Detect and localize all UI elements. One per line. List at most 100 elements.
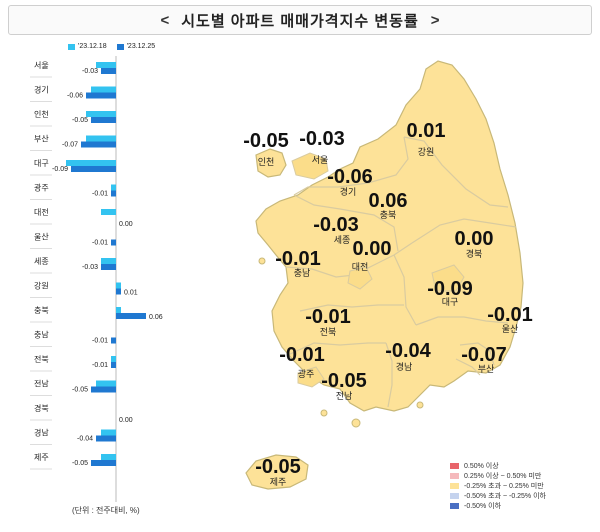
map-legend-label: -0.25% 초과 ~ 0.25% 미만 <box>464 483 544 490</box>
map-legend-swatch <box>450 503 459 509</box>
bar-curr-week <box>101 68 116 74</box>
province-borders <box>285 136 517 408</box>
jeonnam-value: -0.05 <box>321 370 367 392</box>
map-legend-row: 0.25% 이상 ~ 0.50% 미만 <box>450 471 546 481</box>
value-label: -0.06 <box>67 93 83 100</box>
bar-curr-week <box>111 337 116 344</box>
sejong-value: -0.03 <box>313 214 359 236</box>
bar-prev-week <box>101 429 116 436</box>
jeonnam-name: 전남 <box>336 391 353 401</box>
seoul-border <box>291 152 329 180</box>
category-label: 대전 <box>34 207 49 217</box>
gyeonggi-value: -0.06 <box>327 166 373 188</box>
next-arrow-icon[interactable]: > <box>430 11 440 29</box>
bar-curr-week <box>96 435 116 442</box>
category-label: 경남 <box>34 428 49 438</box>
value-label: -0.01 <box>92 191 108 198</box>
jeonbuk-value: -0.01 <box>305 306 351 328</box>
category-label: 경기 <box>34 85 49 95</box>
category-label: 전남 <box>34 379 49 389</box>
category-label: 전북 <box>34 354 49 364</box>
ulsan-value: -0.01 <box>487 304 533 326</box>
map-legend-swatch <box>450 473 459 479</box>
bar-prev-week <box>116 307 121 313</box>
map-legend-row: -0.50% 이하 <box>450 501 546 511</box>
map-legend-label: 0.25% 이상 ~ 0.50% 미만 <box>464 473 542 480</box>
legend-item-prev: '23.12.18 <box>68 43 107 50</box>
map-legend-row: -0.25% 초과 ~ 0.25% 미만 <box>450 481 546 491</box>
legend-swatch-curr <box>116 43 124 50</box>
prev-arrow-icon[interactable]: < <box>160 11 170 29</box>
jeonbuk-name: 전북 <box>320 327 337 337</box>
value-label: -0.05 <box>72 117 88 124</box>
island-1 <box>258 257 266 265</box>
jeju-shape <box>245 454 309 490</box>
category-label: 강원 <box>34 281 49 291</box>
ulsan-name: 울산 <box>502 324 519 334</box>
bar-prev-week <box>111 356 116 362</box>
gangwon-value: 0.01 <box>407 120 446 142</box>
value-label: 0.00 <box>119 417 133 424</box>
chungnam-name: 충남 <box>294 268 311 278</box>
category-label: 경북 <box>34 403 49 413</box>
map-legend: 0.50% 이상 0.25% 이상 ~ 0.50% 미만 -0.25% 초과 ~… <box>450 461 546 511</box>
map-shapes <box>245 60 524 490</box>
map-legend-row: -0.50% 초과 ~ -0.25% 이하 <box>450 491 546 501</box>
bar-prev-week <box>96 62 116 68</box>
value-label: -0.05 <box>72 460 88 467</box>
value-label: -0.01 <box>92 338 108 345</box>
category-label: 인천 <box>34 109 49 119</box>
bar-chart: 서울 -0.03 경기 -0.06 인천 -0.05 부산 -0.07 대구-0.09 광주 -0.… <box>30 56 163 502</box>
gyeonggi-name: 경기 <box>340 186 357 197</box>
bar-prev-week <box>91 86 116 93</box>
category-label: 서울 <box>34 61 49 70</box>
bar-prev-week <box>116 282 121 289</box>
incheon-name: 인천 <box>258 157 275 167</box>
map-legend-label: 0.50% 이상 <box>464 463 499 470</box>
category-label: 대구 <box>34 159 49 168</box>
bar-prev-week <box>86 111 116 117</box>
jeju-name: 제주 <box>270 477 287 487</box>
daegu-value: -0.09 <box>427 278 473 300</box>
seoul-name: 서울 <box>312 155 329 165</box>
category-label: 광주 <box>34 183 49 193</box>
map-legend-swatch <box>450 493 459 499</box>
bar-curr-week <box>116 288 121 295</box>
daegu-name: 대구 <box>442 297 459 307</box>
map-legend-row: 0.50% 이상 <box>450 461 546 471</box>
busan-name: 부산 <box>478 364 495 374</box>
bar-curr-week <box>101 264 116 270</box>
gangwon-name: 강원 <box>418 147 435 157</box>
chart-title: 시도별 아파트 매매가격지수 변동률 <box>181 12 419 30</box>
bar-prev-week <box>66 160 116 166</box>
category-label: 울산 <box>34 232 49 242</box>
gwangju-border <box>297 366 325 388</box>
daejeon-value: 0.00 <box>353 238 392 260</box>
map-legend-swatch <box>450 483 459 489</box>
sejong-name: 세종 <box>334 235 351 245</box>
daegu-border <box>431 264 465 292</box>
unit-note: (단위 : 전주대비, %) <box>72 506 140 515</box>
map-legend-label: -0.50% 이하 <box>464 503 502 510</box>
series-legend: '23.12.18 '23.12.25 <box>68 43 155 50</box>
island-3 <box>351 418 361 428</box>
chungnam-value: -0.01 <box>275 248 321 270</box>
value-label: 0.00 <box>119 221 133 228</box>
gwangju-name: 광주 <box>298 368 315 379</box>
title-bar: < 시도별 아파트 매매가격지수 변동률 > <box>8 5 592 35</box>
value-label: 0.06 <box>149 314 163 321</box>
value-label: -0.03 <box>82 68 98 75</box>
bar-curr-week <box>91 117 116 123</box>
bar-prev-week <box>111 184 116 191</box>
bar-curr-week <box>86 92 116 99</box>
seoul-value: -0.03 <box>299 128 345 150</box>
legend-label-prev: '23.12.18 <box>78 43 107 50</box>
value-label: -0.01 <box>92 362 108 369</box>
city-borders <box>291 152 465 388</box>
bar-prev-week <box>96 380 116 387</box>
chungbuk-value: 0.06 <box>369 190 408 212</box>
value-label: -0.09 <box>52 166 68 173</box>
gyeongbuk-name: 경북 <box>466 248 483 259</box>
bar-prev-week <box>86 135 116 142</box>
